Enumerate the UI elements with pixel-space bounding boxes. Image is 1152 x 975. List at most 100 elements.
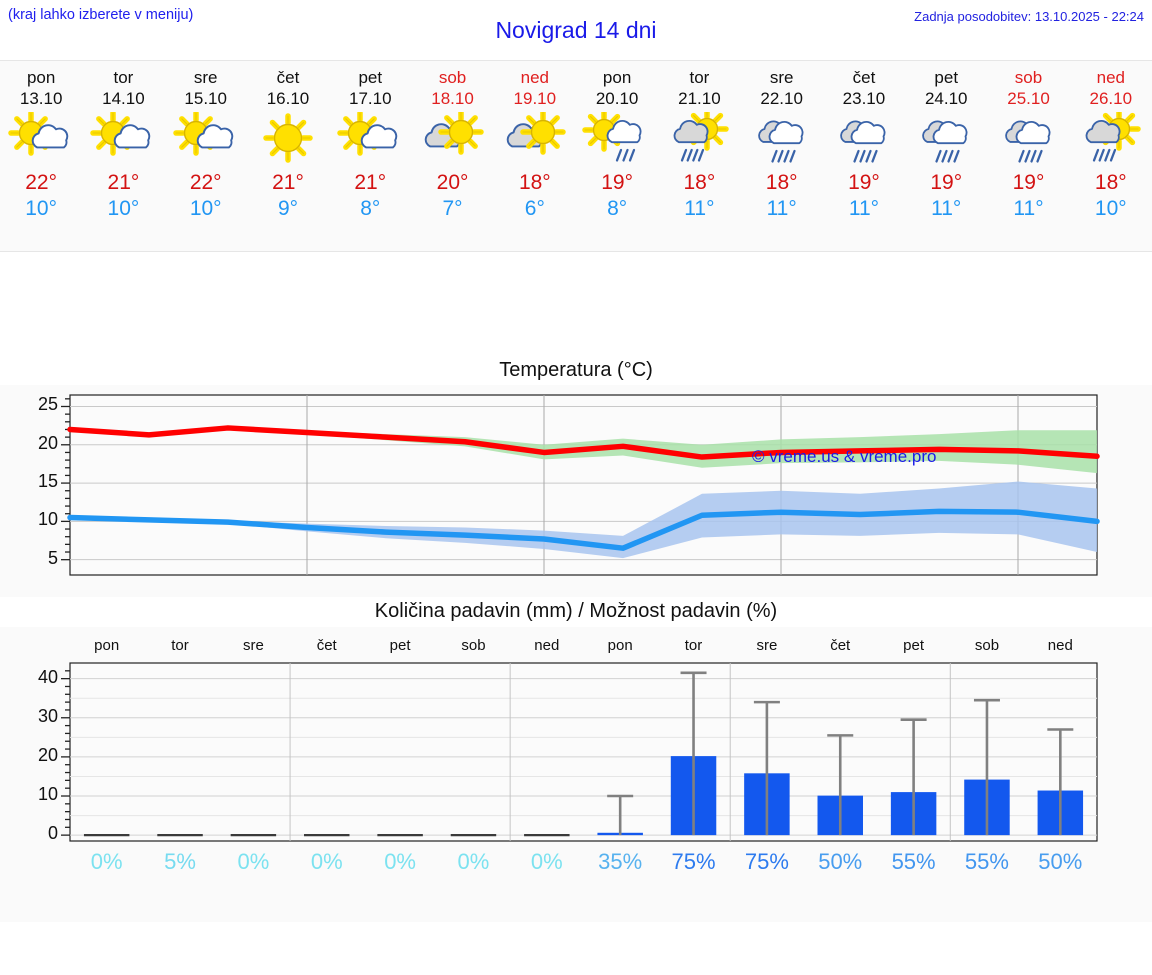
day-temp-min: 9°	[277, 197, 299, 220]
precipitation-probability: 0%	[90, 849, 123, 874]
forecast-day-13[interactable]: sob 25.10 19° 11°	[987, 61, 1069, 251]
forecast-day-4[interactable]: čet 16.10 21° 9°	[247, 61, 329, 251]
precipitation-chart-title: Količina padavin (mm) / Možnost padavin …	[0, 597, 1152, 627]
temperature-plot	[61, 394, 1100, 576]
day-of-week: pet	[934, 68, 959, 87]
temperature-y-tick: 5	[47, 547, 58, 568]
spacer	[0, 252, 1152, 357]
sun-greycloud-icon	[499, 111, 571, 165]
forecast-day-1[interactable]: pon 13.10 22° 10°	[0, 61, 82, 251]
day-temp-max: 18°	[765, 171, 798, 194]
day-date: 25.10	[1007, 89, 1050, 108]
day-temp-max: 18°	[683, 171, 716, 194]
precipitation-probability: 55%	[964, 849, 1009, 874]
menu-hint: (kraj lahko izberete v meniju)	[8, 7, 194, 23]
cloud-rain-icon	[746, 111, 818, 165]
day-date: 20.10	[595, 89, 639, 108]
day-temp-min: 11°	[848, 197, 880, 220]
precipitation-probability: 50%	[818, 849, 863, 874]
precipitation-day-label: pon	[607, 637, 633, 654]
sun-cloud-rain-icon	[581, 111, 653, 165]
day-temp-min: 11°	[931, 197, 962, 220]
sun-cloud-icon	[87, 111, 159, 165]
cloud-rain-icon	[828, 111, 900, 165]
precipitation-day-label: čet	[830, 637, 851, 654]
day-temp-max: 20°	[436, 171, 469, 194]
page-header: (kraj lahko izberete v meniju) Novigrad …	[0, 0, 1152, 60]
precipitation-day-label: ned	[1047, 637, 1073, 654]
forecast-day-2[interactable]: tor 14.10 21° 10°	[82, 61, 164, 251]
forecast-day-7[interactable]: ned 19.10 18° 6°	[494, 61, 576, 251]
forecast-day-6[interactable]: sob 18.10 20° 7°	[411, 61, 493, 251]
day-temp-max: 19°	[601, 171, 633, 194]
day-temp-min: 10°	[107, 197, 140, 220]
day-temp-min: 11°	[684, 197, 715, 220]
day-of-week: sob	[438, 68, 467, 87]
cloud-rain-icon	[993, 111, 1065, 165]
precipitation-y-tick: 10	[37, 784, 58, 804]
precipitation-chart: Količina padavin (mm) / Možnost padavin …	[0, 597, 1152, 922]
day-of-week: sob	[1014, 68, 1043, 87]
day-temp-min: 6°	[524, 197, 545, 220]
day-temp-max: 19°	[930, 171, 963, 194]
day-date: 23.10	[842, 89, 886, 108]
day-date: 16.10	[266, 89, 310, 108]
temperature-y-tick: 15	[37, 471, 58, 492]
page-title: Novigrad 14 dni	[495, 17, 657, 43]
forecast-day-12[interactable]: pet 24.10 19° 11°	[905, 61, 987, 251]
day-temp-max: 21°	[272, 171, 304, 194]
day-temp-max: 19°	[1012, 171, 1045, 194]
day-temp-max: 22°	[25, 171, 58, 194]
cloud-rain-icon	[910, 111, 982, 165]
precipitation-probability: 35%	[598, 849, 643, 874]
day-temp-min: 11°	[766, 197, 797, 220]
precipitation-day-label: pon	[94, 637, 120, 654]
sun-cloud-icon	[170, 111, 242, 165]
day-of-week: čet	[852, 68, 876, 87]
day-date: 18.10	[431, 89, 474, 108]
sun-greycloud-icon	[417, 111, 489, 165]
day-of-week: tor	[113, 68, 134, 87]
day-temp-min: 11°	[1013, 197, 1044, 220]
precipitation-day-label: sob	[461, 637, 486, 654]
day-temp-max: 18°	[1094, 171, 1127, 194]
forecast-day-5[interactable]: pet 17.10 21° 8°	[329, 61, 411, 251]
precipitation-probability: 5%	[164, 849, 196, 874]
day-date: 17.10	[348, 89, 392, 108]
day-temp-min: 10°	[25, 197, 58, 220]
day-temp-min: 7°	[442, 197, 463, 220]
forecast-day-10[interactable]: sre 22.10 18° 11°	[741, 61, 823, 251]
forecast-day-9[interactable]: tor 21.10 18° 11°	[658, 61, 740, 251]
day-of-week: ned	[1096, 68, 1125, 87]
precipitation-probability: 0%	[237, 849, 270, 874]
day-temp-max: 22°	[189, 171, 222, 194]
precipitation-day-label: ned	[534, 637, 560, 654]
day-of-week: pon	[26, 68, 56, 87]
last-updated: Zadnja posodobitev: 13.10.2025 - 22:24	[914, 9, 1144, 24]
day-date: 26.10	[1089, 89, 1133, 108]
precipitation-day-label: sre	[756, 637, 778, 654]
forecast-day-11[interactable]: čet 23.10 19° 11°	[823, 61, 905, 251]
day-of-week: pet	[358, 68, 383, 87]
day-date: 22.10	[760, 89, 803, 108]
precipitation-day-label: pet	[903, 637, 925, 654]
sun-greycloud-rain-icon	[1075, 111, 1147, 165]
day-date: 24.10	[924, 89, 968, 108]
precipitation-day-label: tor	[171, 637, 189, 654]
day-temp-min: 10°	[189, 197, 222, 220]
forecast-day-8[interactable]: pon 20.10 19° 8°	[576, 61, 658, 251]
sun-icon	[252, 111, 324, 165]
forecast-day-strip: pon 13.10 22° 10° tor 14.10 21° 10° sre 15.10 22° 1…	[0, 60, 1152, 252]
day-temp-min: 8°	[607, 197, 628, 220]
day-of-week: čet	[276, 68, 300, 87]
forecast-day-14[interactable]: ned 26.10 18° 10°	[1070, 61, 1152, 251]
day-temp-max: 18°	[518, 171, 551, 194]
day-temp-max: 19°	[848, 171, 880, 194]
precipitation-y-tick: 30	[37, 705, 58, 726]
precipitation-probability: 55%	[891, 849, 936, 874]
day-date: 19.10	[513, 89, 557, 108]
forecast-day-3[interactable]: sre 15.10 22° 10°	[165, 61, 247, 251]
precipitation-day-label: tor	[684, 637, 703, 654]
day-of-week: pon	[602, 68, 632, 87]
precipitation-y-tick: 20	[37, 744, 58, 765]
